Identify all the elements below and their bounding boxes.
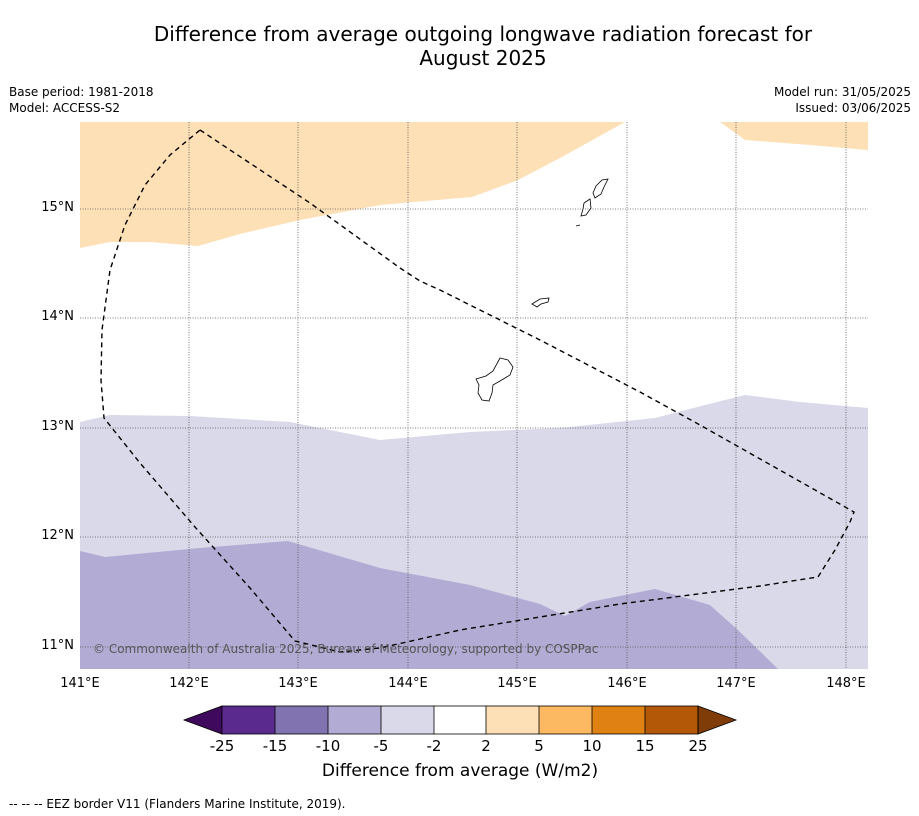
- colorbar: [182, 705, 738, 735]
- meta-right: Model run: 31/05/2025 Issued: 03/06/2025: [774, 84, 911, 116]
- lat-label-11n: 11°N: [41, 638, 74, 653]
- colorbar-tick: -25: [209, 737, 235, 755]
- colorbar-bin-minus5-to-minus2: [381, 706, 434, 734]
- colorbar-bin-2-to-5: [486, 706, 539, 734]
- anomaly-region-minus10-to-minus5: [80, 541, 778, 669]
- saipan-island: [592, 178, 609, 199]
- colorbar-title: Difference from average (W/m2): [321, 761, 599, 781]
- title-line-1: Difference from average outgoing longwav…: [153, 22, 813, 46]
- colorbar-tick: 25: [688, 737, 708, 755]
- colorbar-tick: 2: [481, 737, 491, 755]
- colorbar-bin-minus2-to-2: [434, 706, 486, 734]
- lon-label-142e: 142°E: [169, 676, 209, 691]
- colorbar-tick: 5: [534, 737, 544, 755]
- colorbar-tick: -2: [426, 737, 442, 755]
- map-area: [80, 122, 868, 669]
- colorbar-tick: 15: [635, 737, 655, 755]
- colorbar-tick: 10: [582, 737, 602, 755]
- model-text: Model: ACCESS-S2: [9, 101, 121, 115]
- copyright-notice: © Commonwealth of Australia 2025, Bureau…: [93, 642, 599, 656]
- coastlines: [475, 178, 609, 402]
- meta-left: Base period: 1981-2018 Model: ACCESS-S2: [9, 84, 154, 116]
- eez-footnote: -- -- -- EEZ border V11 (Flanders Marine…: [9, 797, 346, 811]
- lon-label-143e: 143°E: [278, 676, 318, 691]
- colorbar-bin-5-to-10: [539, 706, 592, 734]
- lon-label-145e: 145°E: [497, 676, 537, 691]
- model-run-text: Model run: 31/05/2025: [773, 85, 911, 99]
- anomaly-region-2-to-5-northeast: [720, 122, 868, 150]
- colorbar-bin-minus25-to-minus15: [222, 706, 275, 734]
- lat-label-13n: 13°N: [41, 419, 74, 434]
- base-period-text: Base period: 1981-2018: [9, 85, 154, 99]
- tinian-island: [580, 198, 592, 217]
- colorbar-dividers: [274, 706, 646, 734]
- lon-label-148e: 148°E: [826, 676, 866, 691]
- issued-text: Issued: 03/06/2025: [795, 101, 911, 115]
- lat-label-15n: 15°N: [41, 200, 74, 215]
- lon-label-146e: 146°E: [607, 676, 647, 691]
- lon-label-144e: 144°E: [388, 676, 428, 691]
- title-line-2: August 2025: [419, 46, 547, 70]
- lon-label-141e: 141°E: [60, 676, 100, 691]
- colorbar-bin-15-to-25: [645, 706, 698, 734]
- colorbar-bin-minus15-to-minus10: [275, 706, 328, 734]
- aguijan-island: [575, 224, 581, 227]
- colorbar-tick: -15: [262, 737, 288, 755]
- colorbar-tick: -5: [373, 737, 389, 755]
- anomaly-region-2-to-5-northwest: [80, 122, 625, 248]
- colorbar-extend-low: [182, 705, 223, 735]
- colorbar-bin-10-to-15: [592, 706, 645, 734]
- graticule: [80, 122, 868, 669]
- lon-label-147e: 147°E: [716, 676, 756, 691]
- lat-label-12n: 12°N: [41, 528, 74, 543]
- colorbar-extend-high: [697, 705, 738, 735]
- colorbar-tick: -10: [315, 737, 341, 755]
- map-title: Difference from average outgoing longwav…: [0, 22, 919, 70]
- colorbar-frame: [221, 705, 699, 735]
- guam-island: [475, 357, 514, 402]
- lat-label-14n: 14°N: [41, 309, 74, 324]
- eez-border: [100, 129, 855, 653]
- rota-island: [531, 297, 550, 308]
- colorbar-bin-minus10-to-minus5: [328, 706, 381, 734]
